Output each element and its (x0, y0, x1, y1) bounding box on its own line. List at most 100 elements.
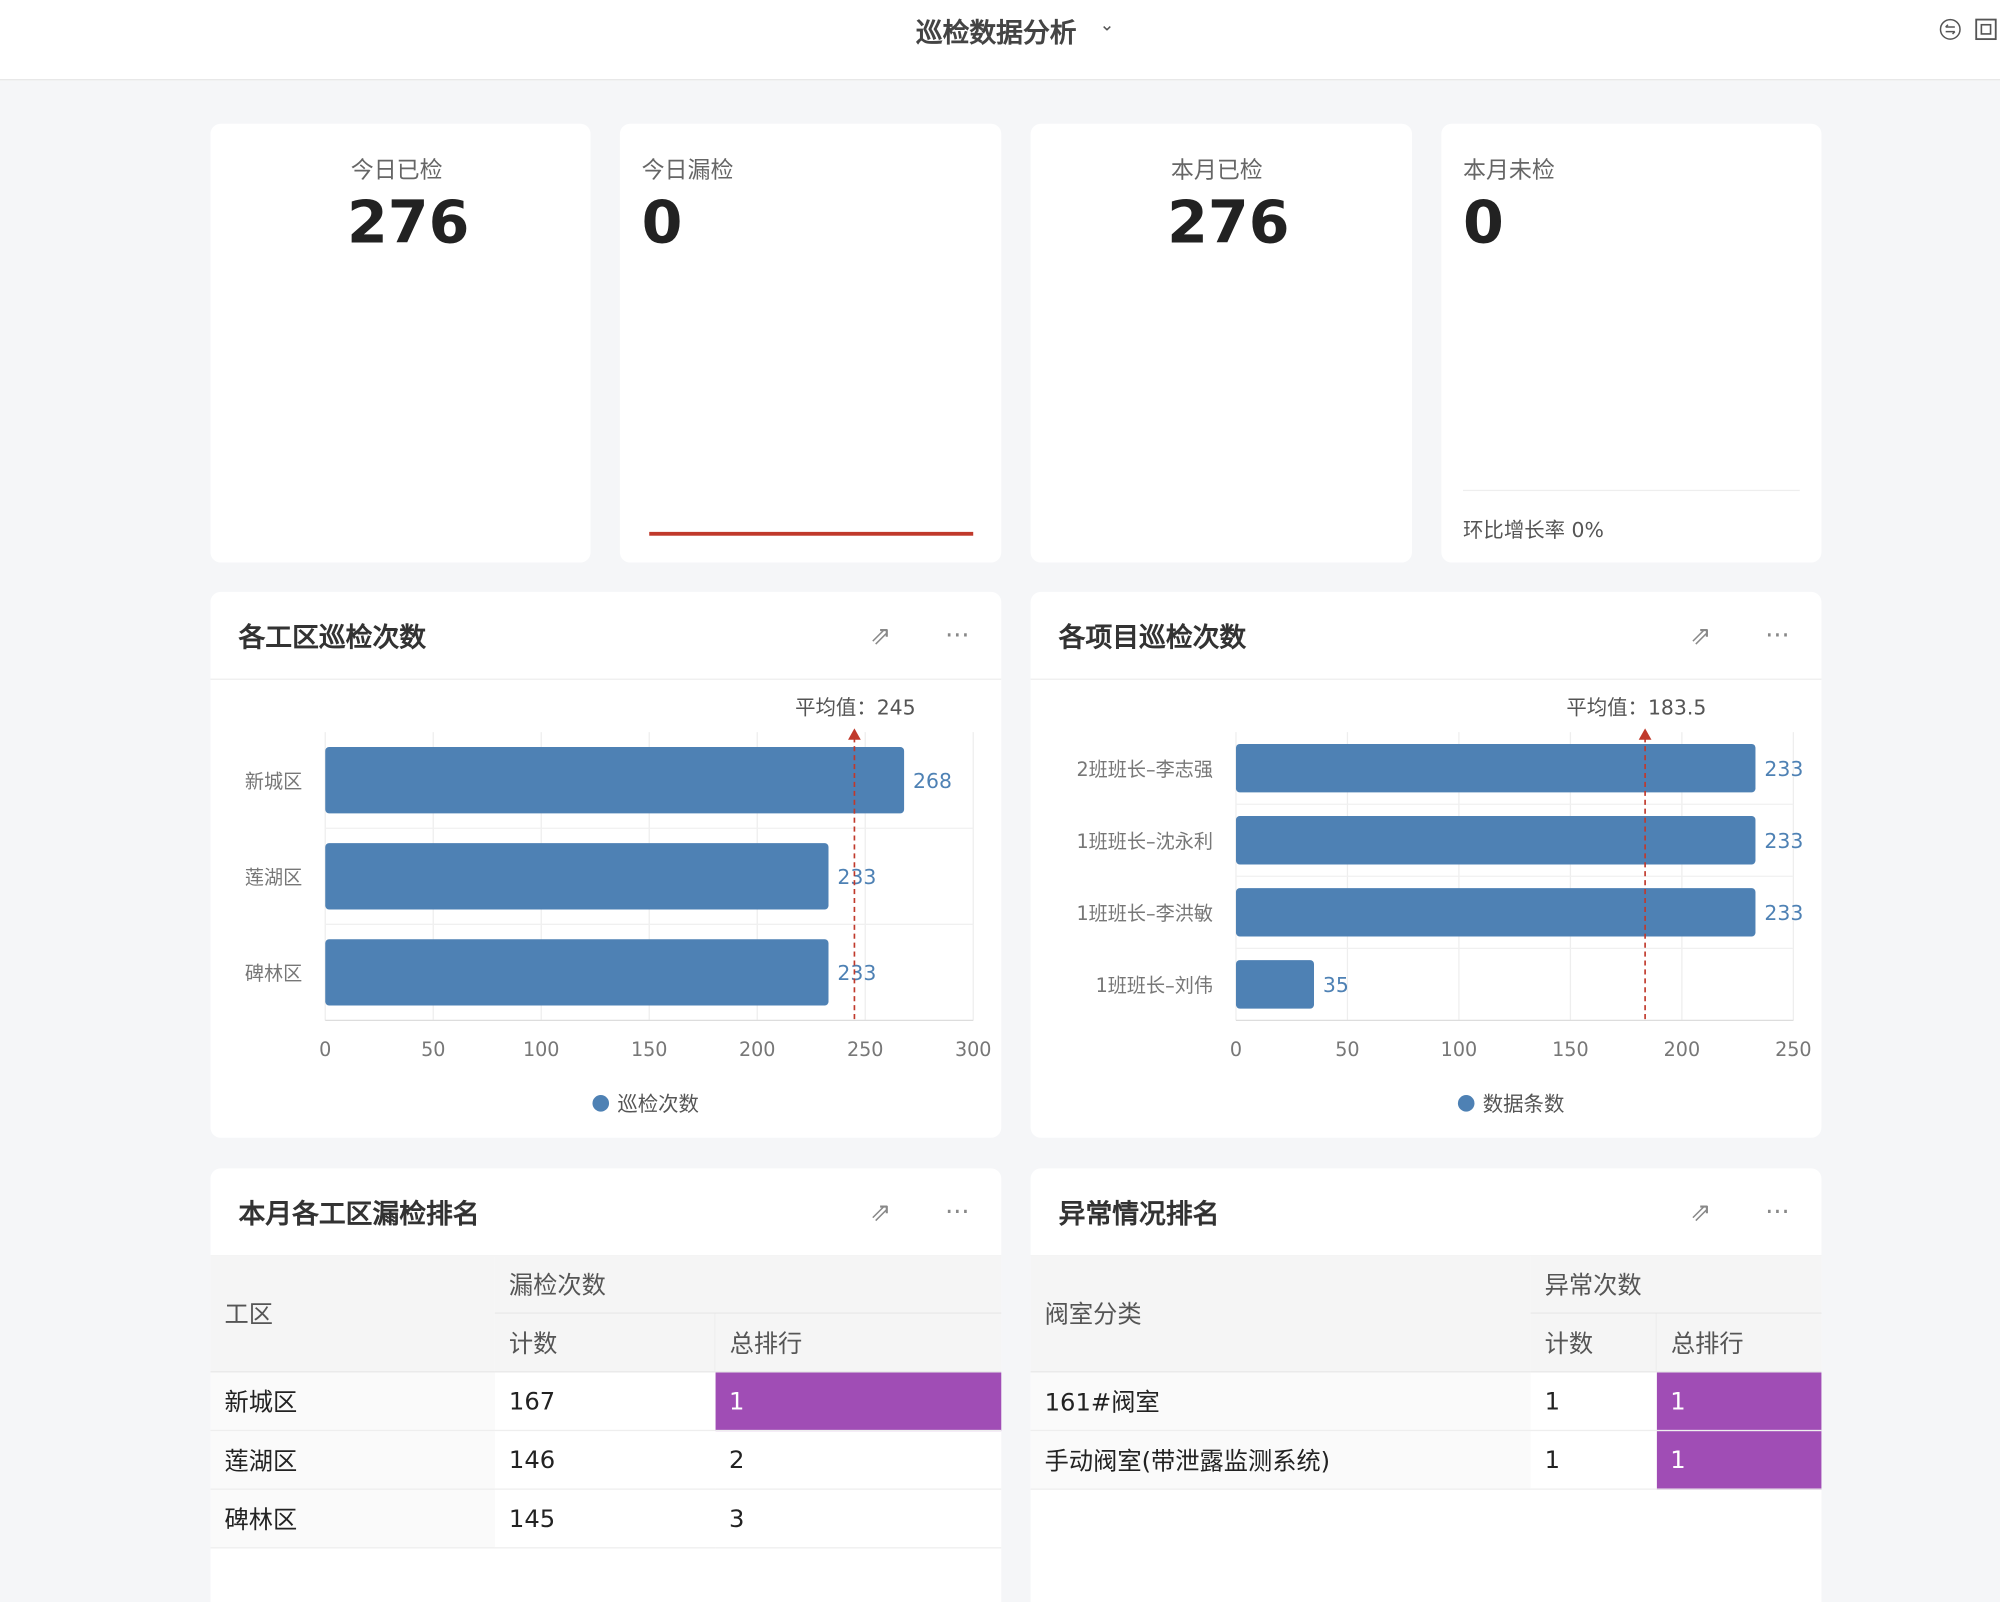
cell-rank: 2 (714, 1430, 1002, 1490)
table-row: 碑林区 145 3 (210, 1489, 1002, 1549)
table-row: 新城区 167 1 (210, 1371, 1002, 1432)
expand-icon[interactable]: ⇗ (1690, 1196, 1712, 1228)
panel-header (1030, 592, 1822, 680)
bar-chart: 0 50 100 150 200 250 233 2班班长–李志强 233 1班班长–沈永利 233… (1077, 695, 1812, 1116)
fullscreen-icon[interactable] (1974, 18, 1997, 41)
data-label: 35 (1323, 973, 1349, 997)
x-tick-label: 150 (1552, 1038, 1589, 1061)
ranking-table: 阀室分类 异常次数 计数 总排行 161#阀室 1 1 手动阀室(带泄露监测系统) 1 1 (1030, 1255, 1822, 1490)
more-icon[interactable]: ··· (1765, 1196, 1790, 1228)
x-tick-label: 300 (955, 1038, 992, 1061)
cell-rank: 3 (714, 1489, 1002, 1549)
cell-name: 莲湖区 (210, 1430, 495, 1490)
panel-title: 异常情况排名 (1058, 1198, 1220, 1230)
table-panel-abnormal: 异常情况排名 ⇗ ··· 阀室分类 异常次数 计数 总排行 161#阀室 1 1 手动阀室(… (1030, 1168, 1822, 1602)
cell-count: 146 (494, 1430, 715, 1490)
kpi-label: 本月未检 (1463, 156, 1555, 184)
y-tick-label: 1班班长–沈永利 (1077, 830, 1213, 853)
kpi-label: 今日已检 (350, 156, 443, 184)
x-tick-label: 150 (631, 1038, 668, 1061)
legend-label: 巡检次数 (617, 1092, 699, 1116)
kpi-value: 0 (1463, 187, 1504, 257)
cell-name: 碑林区 (210, 1489, 495, 1549)
cell-count: 167 (494, 1371, 715, 1432)
bar (325, 747, 905, 814)
legend-label: 数据条数 (1483, 1092, 1565, 1116)
col-header: 阀室分类 (1030, 1255, 1531, 1373)
divider (1463, 489, 1800, 492)
x-tick-label: 50 (1335, 1038, 1359, 1061)
cell-count: 1 (1530, 1371, 1657, 1432)
x-tick-label: 250 (847, 1038, 884, 1061)
table-row: 莲湖区 146 2 (210, 1430, 1002, 1490)
panel-title: 各工区巡检次数 (238, 622, 427, 654)
kpi-today-missed: 今日漏检 0 (619, 123, 1002, 563)
legend-marker (592, 1095, 610, 1112)
x-tick-label: 200 (739, 1038, 776, 1061)
x-tick-label: 100 (523, 1038, 560, 1061)
data-label: 233 (1764, 901, 1803, 925)
expand-icon[interactable]: ⇗ (869, 619, 892, 651)
kpi-value: 276 (1167, 187, 1290, 257)
col-header: 总排行 (714, 1313, 1002, 1373)
expand-icon[interactable]: ⇗ (1690, 619, 1712, 651)
group-header: 异常次数 (1530, 1255, 1822, 1314)
data-label: 233 (1764, 829, 1803, 853)
x-tick-label: 250 (1775, 1038, 1812, 1061)
more-icon[interactable]: ··· (945, 619, 970, 651)
cell-rank: 1 (714, 1371, 1002, 1432)
bar-chart: 0 50 100 150 200 250 300 268 新城区 233 莲湖区 233 碑林区 平均值：… (245, 695, 992, 1116)
y-tick-label: 2班班长–李志强 (1077, 758, 1213, 781)
bar (1235, 743, 1756, 793)
cell-rank: 1 (1656, 1430, 1822, 1490)
table-panel-missed: 本月各工区漏检排名 ⇗ ··· 工区 漏检次数 计数 总排行 新城区 167 1 莲湖区 14… (210, 1168, 1002, 1602)
data-label: 268 (913, 769, 952, 793)
kpi-month-unchecked: 本月未检 0 环比增长率 0% (1441, 123, 1822, 563)
cell-rank: 1 (1656, 1371, 1822, 1432)
kpi-label: 今日漏检 (641, 156, 734, 184)
panel-header (210, 592, 1002, 680)
top-bar: 巡检数据分析 ⌄ (0, 0, 2000, 81)
x-tick-label: 100 (1441, 1038, 1478, 1061)
y-tick-label: 莲湖区 (245, 866, 302, 889)
bar (325, 939, 829, 1006)
col-header: 总排行 (1656, 1313, 1822, 1373)
y-tick-label: 新城区 (245, 770, 302, 793)
cell-count: 145 (494, 1489, 715, 1549)
expand-icon[interactable]: ⇗ (869, 1196, 892, 1228)
bar (1235, 816, 1756, 865)
bar (1235, 960, 1315, 1009)
panel-title: 本月各工区漏检排名 (238, 1198, 480, 1230)
col-header: 工区 (210, 1255, 495, 1373)
data-label: 233 (1764, 757, 1803, 781)
data-label: 233 (837, 961, 876, 985)
x-tick-label: 0 (319, 1038, 331, 1061)
average-label: 平均值：245 (795, 695, 915, 719)
more-icon[interactable]: ··· (1765, 619, 1790, 651)
more-icon[interactable]: ··· (945, 1196, 970, 1228)
x-tick-label: 50 (421, 1038, 445, 1061)
chart-panel-district: 各工区巡检次数 ⇗ ··· 0 50 100 150 200 250 300 268 新城区 23… (210, 591, 1002, 1138)
table-row: 手动阀室(带泄露监测系统) 1 1 (1030, 1430, 1822, 1490)
cell-name: 新城区 (210, 1371, 495, 1432)
switch-icon[interactable] (1939, 18, 1962, 41)
average-label: 平均值：183.5 (1566, 695, 1706, 719)
panel-title: 各项目巡检次数 (1058, 622, 1247, 654)
dashboard-title[interactable]: 巡检数据分析 (915, 17, 1077, 49)
kpi-label: 本月已检 (1170, 156, 1263, 184)
bar (1235, 888, 1756, 937)
y-tick-label: 1班班长–刘伟 (1096, 974, 1213, 997)
kpi-value: 276 (346, 187, 470, 257)
kpi-today-checked: 今日已检 276 (210, 123, 591, 563)
group-header: 漏检次数 (494, 1255, 1002, 1314)
col-header: 计数 (1530, 1313, 1657, 1373)
data-label: 233 (837, 865, 876, 889)
chevron-down-icon[interactable]: ⌄ (1099, 15, 1115, 36)
x-tick-label: 0 (1230, 1038, 1242, 1061)
y-tick-label: 1班班长–李洪敏 (1077, 902, 1213, 925)
kpi-month-checked: 本月已检 276 (1030, 123, 1412, 563)
average-marker (1638, 728, 1652, 740)
mom-growth: 环比增长率 0% (1463, 517, 1604, 543)
progress-line (649, 531, 974, 536)
bar (325, 843, 829, 910)
